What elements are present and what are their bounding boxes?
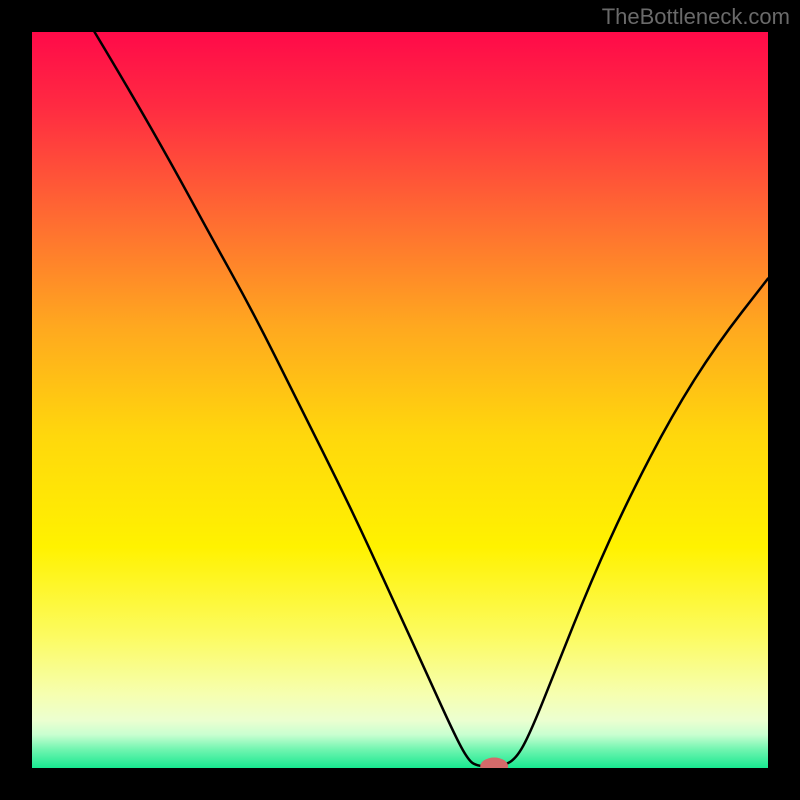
watermark-text: TheBottleneck.com bbox=[602, 4, 790, 29]
plot-background bbox=[32, 32, 768, 768]
chart-container: TheBottleneck.com bbox=[0, 0, 800, 800]
chart-frame bbox=[768, 0, 800, 800]
chart-frame bbox=[0, 768, 800, 800]
bottleneck-chart: TheBottleneck.com bbox=[0, 0, 800, 800]
chart-frame bbox=[0, 0, 32, 800]
